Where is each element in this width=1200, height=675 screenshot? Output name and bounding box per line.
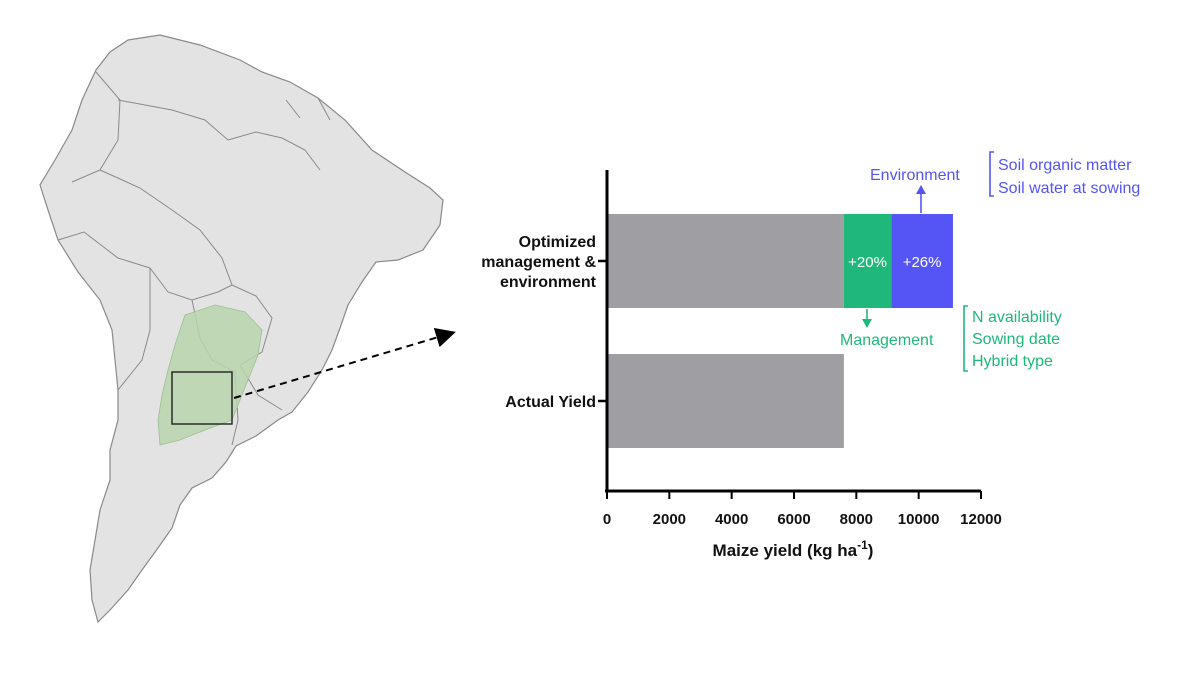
management-arrow-head <box>862 319 872 328</box>
bar-environment <box>891 214 953 308</box>
x-axis-label: Maize yield (kg ha-1) <box>713 538 874 560</box>
x-tick-label: 0 <box>603 511 611 528</box>
management-item: N availability <box>972 309 1062 326</box>
environment-annotation: Environment Soil organic matter Soil wat… <box>870 151 1140 213</box>
bar-management <box>843 214 892 308</box>
y-category-label: Optimized management & environment <box>481 234 596 291</box>
environment-item: Soil water at sowing <box>998 180 1140 197</box>
bar-base <box>607 214 844 308</box>
management-item: Hybrid type <box>972 353 1053 370</box>
environment-item: Soil organic matter <box>998 157 1132 174</box>
x-tick-label: 4000 <box>715 511 748 528</box>
environment-arrow-head <box>916 185 926 194</box>
management-title: Management <box>840 332 934 349</box>
bar-label-management: +20% <box>848 254 887 271</box>
x-ticks-group: 0 2000 4000 6000 8000 10000 12000 <box>603 491 1002 528</box>
study-area-box <box>171 371 233 425</box>
x-tick-label: 10000 <box>898 511 940 528</box>
y-categories-group: Optimized management & environment Actual Y… <box>481 234 607 411</box>
management-item: Sowing date <box>972 331 1060 348</box>
environment-title: Environment <box>870 167 960 184</box>
bars-group: +20% +26% <box>607 214 953 448</box>
y-category-label: Actual Yield <box>505 394 596 411</box>
yield-chart: +20% +26% 0 2000 4000 6000 8000 10000 12000 Opt… <box>481 151 1140 560</box>
x-tick-label: 6000 <box>777 511 810 528</box>
x-tick-label: 8000 <box>840 511 873 528</box>
study-region <box>157 304 263 446</box>
south-america-map <box>39 34 456 624</box>
x-tick-label: 2000 <box>653 511 686 528</box>
bar-label-environment: +26% <box>903 254 942 271</box>
management-annotation: Management N availability Sowing date Hy… <box>840 305 1062 372</box>
zoom-arrow <box>233 327 456 399</box>
x-tick-label: 12000 <box>960 511 1002 528</box>
management-bracket <box>963 305 968 372</box>
environment-bracket <box>989 151 994 197</box>
bar-base <box>607 354 844 448</box>
